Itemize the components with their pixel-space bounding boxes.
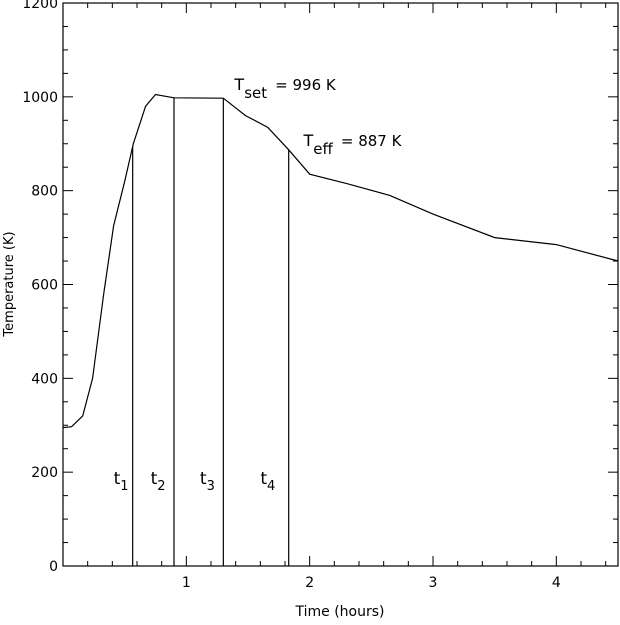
- x-axis-ticks: 1 2 3 4: [87, 3, 607, 591]
- y-axis-ticks: 0 200 400 600 800 1000 1200: [22, 0, 618, 575]
- annotations: Tset = 996 K Teff = 887 K: [233, 75, 402, 158]
- x-tick-label: 1: [182, 575, 191, 591]
- y-tick-label: 400: [31, 371, 58, 387]
- interval-label-t3: t3: [200, 469, 215, 494]
- interval-label-t1: t1: [114, 469, 129, 494]
- temperature-series-line: [62, 93, 619, 429]
- y-axis-label: Temperature (K): [2, 231, 17, 337]
- annotation-eff: Teff = 887 K: [303, 131, 403, 158]
- y-tick-label: 1000: [22, 90, 58, 106]
- interval-markers: t1 t2 t3 t4: [114, 97, 290, 566]
- x-tick-label: 3: [429, 575, 438, 591]
- plot-frame: [62, 2, 619, 567]
- y-tick-label: 0: [49, 559, 58, 575]
- y-tick-label: 800: [31, 184, 58, 200]
- interval-label-t2: t2: [151, 469, 166, 494]
- x-axis-label: Time (hours): [295, 604, 385, 620]
- y-tick-label: 1200: [22, 0, 58, 12]
- y-tick-label: 600: [31, 278, 58, 294]
- annotation-set: Tset = 996 K: [233, 75, 336, 102]
- x-tick-label: 2: [305, 575, 314, 591]
- x-tick-label: 4: [552, 575, 561, 591]
- y-tick-label: 200: [31, 465, 58, 481]
- interval-label-t4: t4: [260, 469, 275, 494]
